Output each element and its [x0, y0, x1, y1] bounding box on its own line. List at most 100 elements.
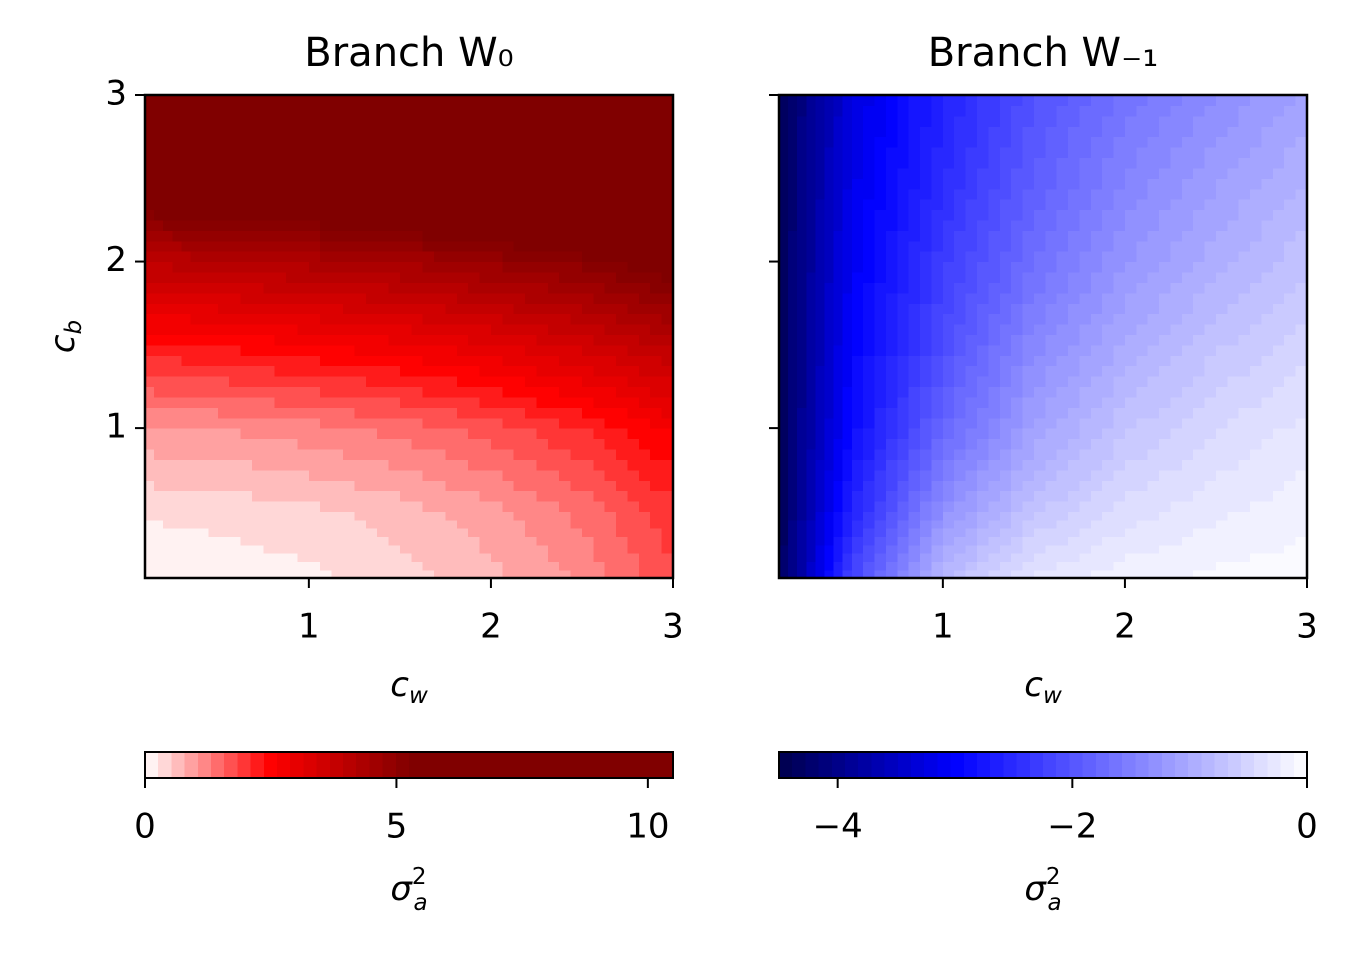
colorbar-tick-label: −4	[813, 807, 863, 847]
contour-cell	[479, 188, 492, 200]
contour-cell	[479, 511, 492, 521]
contour-cell	[399, 544, 412, 554]
contour-cell	[1181, 428, 1194, 440]
contour-cell	[1045, 344, 1058, 356]
contour-cell	[824, 448, 835, 460]
contour-cell	[308, 105, 321, 117]
contour-cell	[604, 95, 617, 107]
contour-cell	[1102, 561, 1115, 571]
contour-cell	[1056, 147, 1069, 159]
contour-cell	[217, 407, 230, 419]
contour-cell	[1045, 469, 1058, 481]
contour-cell	[931, 438, 944, 450]
contour-cell	[559, 126, 572, 138]
contour-cell	[320, 490, 333, 502]
contour-cell	[1056, 271, 1069, 283]
contour-cell	[833, 230, 844, 242]
contour-cell	[797, 417, 807, 429]
contour-cell	[616, 536, 629, 546]
contour-cell	[988, 417, 1001, 429]
contour-cell	[1068, 334, 1081, 346]
contour-cell	[422, 386, 435, 398]
contour-cell	[1136, 157, 1149, 169]
contour-cell	[1056, 240, 1069, 252]
contour-cell	[627, 157, 640, 169]
contour-cell	[1170, 500, 1183, 512]
contour-cell	[977, 261, 989, 273]
contour-cell	[229, 417, 242, 429]
contour-cell	[1113, 511, 1126, 521]
contour-cell	[1045, 199, 1058, 211]
contour-cell	[1068, 480, 1081, 492]
colorbar-swatch	[1293, 752, 1308, 778]
contour-cell	[806, 528, 817, 537]
contour-cell	[954, 334, 967, 346]
contour-cell	[513, 167, 526, 179]
contour-cell	[806, 519, 817, 529]
contour-cell	[1261, 569, 1274, 579]
contour-cell	[1124, 344, 1137, 356]
contour-cell	[833, 271, 844, 283]
contour-cell	[240, 334, 253, 346]
contour-cell	[833, 95, 844, 107]
contour-cell	[456, 480, 469, 492]
contour-cell	[627, 386, 640, 398]
contour-cell	[286, 303, 299, 315]
contour-cell	[208, 147, 219, 159]
contour-cell	[286, 569, 299, 579]
contour-cell	[208, 157, 219, 169]
contour-cell	[999, 528, 1012, 537]
math-base: c	[390, 665, 409, 705]
contour-cell	[208, 500, 219, 512]
contour-cell	[181, 365, 192, 377]
contour-cell	[1159, 230, 1172, 242]
colorbar-swatch	[501, 752, 516, 778]
contour-cell	[920, 324, 933, 336]
contour-cell	[377, 569, 390, 579]
contour-cell	[570, 519, 583, 529]
contour-cell	[1204, 500, 1217, 512]
contour-cell	[251, 261, 264, 273]
contour-cell	[434, 136, 447, 148]
contour-cell	[354, 157, 367, 169]
contour-cell	[172, 282, 183, 294]
contour-cell	[570, 157, 583, 169]
contour-cell	[251, 167, 264, 179]
contour-cell	[806, 569, 817, 579]
contour-cell	[208, 261, 219, 273]
contour-cell	[468, 569, 481, 579]
contour-cell	[399, 490, 412, 502]
contour-cell	[954, 292, 967, 304]
contour-cell	[650, 355, 663, 367]
contour-cell	[536, 157, 549, 169]
contour-cell	[874, 561, 887, 571]
contour-cell	[445, 313, 458, 325]
contour-cell	[263, 199, 276, 211]
contour-cell	[154, 561, 164, 571]
contour-cell	[331, 376, 344, 388]
contour-cell	[593, 438, 606, 450]
contour-cell	[217, 230, 230, 242]
contour-cell	[1147, 324, 1160, 336]
contour-cell	[365, 536, 378, 546]
contour-cell	[199, 334, 210, 346]
contour-cell	[354, 396, 367, 408]
contour-cell	[1204, 251, 1217, 263]
contour-cell	[229, 428, 242, 440]
contour-cell	[490, 396, 503, 408]
contour-cell	[434, 178, 447, 190]
contour-cell	[1045, 292, 1058, 304]
contour-cell	[833, 561, 844, 571]
contour-cell	[806, 271, 817, 283]
contour-cell	[331, 261, 344, 273]
contour-cell	[1204, 469, 1217, 481]
contour-cell	[1011, 500, 1024, 512]
contour-cell	[559, 167, 572, 179]
contour-cell	[885, 95, 898, 107]
contour-cell	[1193, 95, 1206, 107]
contour-cell	[354, 95, 367, 107]
contour-cell	[229, 500, 242, 512]
contour-cell	[908, 569, 921, 579]
contour-cell	[1159, 355, 1172, 367]
contour-cell	[331, 251, 344, 263]
